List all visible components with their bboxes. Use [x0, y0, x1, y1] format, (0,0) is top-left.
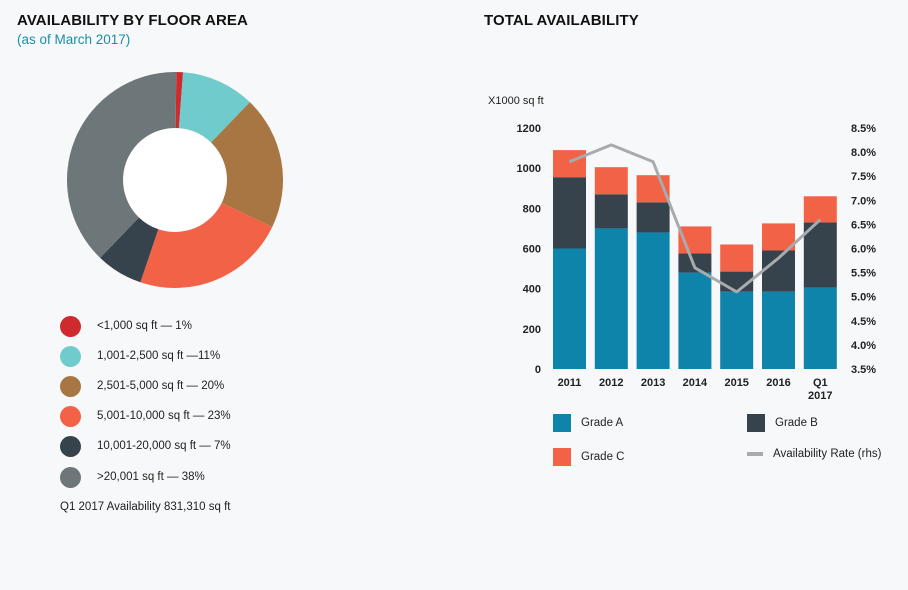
donut-slice-0	[175, 72, 184, 129]
bar-grade-a-2011	[553, 248, 586, 369]
legend-label: Grade C	[581, 451, 625, 463]
legend-grade-c: Grade C	[553, 448, 624, 466]
y2-tick-label: 4.0%	[851, 340, 876, 352]
y2-tick-label: 6.5%	[851, 219, 876, 231]
legend-item: 10,001-20,000 sq ft — 7%	[60, 434, 231, 458]
donut-slice-1	[178, 72, 250, 143]
donut-slice-4	[100, 217, 159, 283]
legend-label: Grade B	[775, 417, 818, 429]
legend-swatch-grade-c	[553, 448, 571, 466]
y-axis-unit-label: X1000 sq ft	[488, 95, 544, 107]
y-tick-label: 600	[523, 244, 541, 256]
legend-item: <1,000 sq ft — 1%	[60, 314, 192, 338]
y2-tick-label: 6.0%	[851, 244, 876, 256]
y2-tick-label: 4.5%	[851, 316, 876, 328]
bar-grade-b-2014	[678, 253, 712, 273]
bar-grade-a-2013	[636, 232, 670, 369]
donut-slice-5	[66, 71, 177, 258]
legend-label: Grade A	[581, 417, 624, 429]
x-tick-label: 2011	[558, 377, 582, 389]
y2-tick-label: 7.0%	[851, 195, 876, 207]
x-tick-label: 2012	[599, 377, 623, 389]
bar-grade-a-2016	[762, 291, 795, 369]
bar-grade-b-2016	[762, 250, 795, 292]
availability-rate-line	[568, 143, 822, 294]
x-tick-label: Q1	[813, 377, 828, 389]
legend-item: 1,001-2,500 sq ft —11%	[60, 344, 220, 368]
bar-grade-c-2012	[594, 167, 628, 195]
legend-dot-5001-10000	[60, 405, 81, 427]
donut-slice-3	[140, 202, 273, 288]
y-tick-label: 800	[523, 203, 541, 215]
legend-dot-10001-20000	[60, 435, 81, 457]
y-tick-label: 400	[523, 284, 541, 296]
x-tick-label: 2016	[766, 377, 790, 389]
bar-grade-c-2016	[762, 223, 795, 251]
legend-availability-rate: Availability Rate (rhs)	[747, 448, 881, 460]
legend-item: 5,001-10,000 sq ft — 23%	[60, 404, 231, 428]
y2-tick-label: 3.5%	[851, 364, 876, 376]
availability-footnote: Q1 2017 Availability 831,310 sq ft	[60, 501, 231, 513]
legend-grade-b: Grade B	[747, 414, 818, 432]
x-tick-label: 2014	[683, 377, 708, 389]
legend-dot-1001-2500	[60, 345, 81, 367]
legend-label: 2,501-5,000 sq ft — 20%	[97, 380, 225, 392]
x-tick-label: 2013	[641, 377, 665, 389]
y-tick-label: 1200	[517, 123, 541, 135]
legend-label: 5,001-10,000 sq ft — 23%	[97, 410, 231, 422]
bar-chart-title: TOTAL AVAILABILITY	[484, 12, 639, 29]
y-tick-label: 1000	[517, 163, 541, 175]
legend-swatch-availability-rate	[747, 452, 763, 456]
legend-label: 1,001-2,500 sq ft —11%	[97, 350, 221, 362]
y2-tick-label: 5.0%	[851, 292, 876, 304]
bar-grade-c-2015	[720, 244, 754, 272]
y2-tick-label: 8.0%	[851, 147, 876, 159]
y2-tick-label: 8.5%	[851, 123, 876, 135]
legend-dot-2501-5000	[60, 375, 81, 397]
y2-tick-label: 7.5%	[851, 171, 876, 183]
bar-grade-b-2011	[553, 177, 586, 249]
bar-grade-c-2014	[678, 226, 712, 254]
legend-item: >20,001 sq ft — 38%	[60, 465, 205, 489]
bar-grade-b-2013	[636, 202, 670, 233]
legend-label: <1,000 sq ft — 1%	[97, 320, 192, 332]
legend-label: 10,001-20,000 sq ft — 7%	[97, 440, 231, 452]
bar-grade-a-2012	[594, 228, 628, 369]
legend-label: Availability Rate (rhs)	[773, 448, 882, 460]
y-tick-label: 200	[523, 324, 541, 336]
legend-grade-a: Grade A	[553, 414, 623, 432]
y2-tick-label: 5.5%	[851, 268, 876, 280]
legend-swatch-grade-a	[553, 414, 571, 432]
donut-center	[123, 128, 227, 232]
bar-grade-c-2011	[553, 150, 586, 178]
bar-grade-c-2013	[636, 175, 670, 203]
legend-dot-over-20001	[60, 466, 81, 488]
bar-grade-a-q1-2017	[803, 287, 837, 369]
legend-label: >20,001 sq ft — 38%	[97, 471, 205, 483]
donut-chart-subtitle: (as of March 2017)	[17, 32, 131, 47]
bar-grade-a-2014	[678, 272, 712, 369]
x-tick-label: 2017	[808, 390, 832, 402]
x-tick-label: 2015	[724, 377, 748, 389]
bar-grade-b-2012	[594, 194, 628, 229]
legend-dot-under-1000	[60, 315, 81, 337]
y-tick-label: 0	[535, 364, 541, 376]
donut-chart-title: AVAILABILITY BY FLOOR AREA	[17, 12, 248, 29]
legend-swatch-grade-b	[747, 414, 765, 432]
donut-slice-2	[211, 102, 283, 228]
bar-grade-c-q1-2017	[803, 196, 837, 223]
bar-grade-b-2015	[720, 271, 754, 292]
legend-item: 2,501-5,000 sq ft — 20%	[60, 374, 224, 398]
bar-grade-a-2015	[720, 291, 754, 369]
bar-grade-b-q1-2017	[803, 222, 837, 288]
